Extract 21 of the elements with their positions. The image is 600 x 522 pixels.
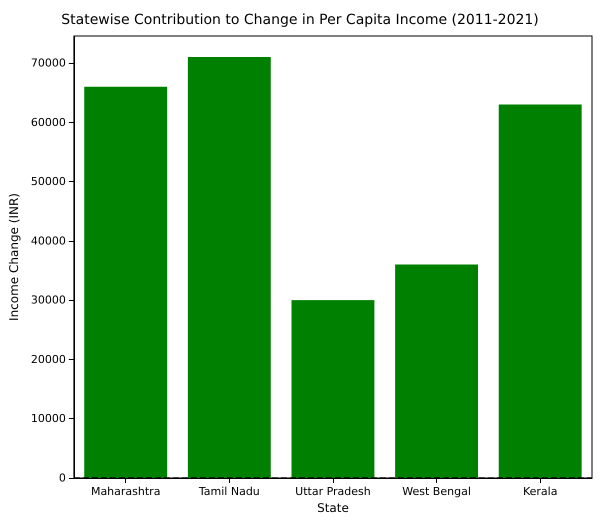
y-tick-label: 0 xyxy=(58,472,66,484)
y-tick-label: 60000 xyxy=(30,116,66,129)
bar xyxy=(84,86,168,478)
x-tick-label: West Bengal xyxy=(402,485,471,498)
x-tick-label: Uttar Pradesh xyxy=(295,485,371,498)
chart-title: Statewise Contribution to Change in Per Capita Income (2011-2021) xyxy=(61,12,539,28)
x-tick-label: Maharashtra xyxy=(90,485,160,498)
y-axis-title: Income Change (INR) xyxy=(7,193,21,321)
bar xyxy=(188,57,271,478)
y-tick-label: 70000 xyxy=(30,56,66,70)
x-tick-label: Kerala xyxy=(522,485,558,498)
x-tick-label: Tamil Nadu xyxy=(198,485,260,498)
y-tick-label: 40000 xyxy=(30,234,66,248)
y-tick-label: 30000 xyxy=(30,294,66,307)
bar xyxy=(395,264,478,478)
y-tick-label: 10000 xyxy=(30,412,66,426)
bar xyxy=(498,104,582,478)
y-tick-label: 20000 xyxy=(30,352,66,366)
y-tick-label: 50000 xyxy=(30,175,66,188)
bar xyxy=(292,300,374,478)
x-axis-title: State xyxy=(317,500,349,515)
